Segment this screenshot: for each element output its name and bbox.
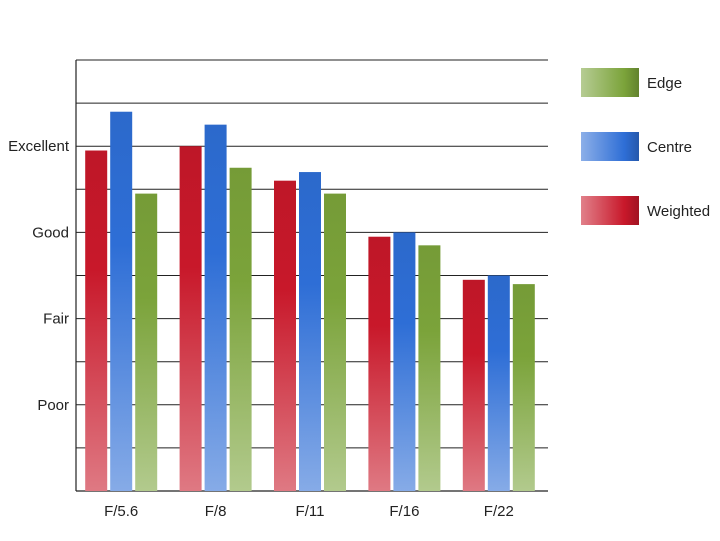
y-tick-labels: Poor Fair Good Excellent [8,138,70,414]
legend-swatch-edge [581,68,639,97]
bar-centre-f-22 [487,275,510,491]
x-tick-label-f-16: F/16 [389,503,419,520]
legend-swatch-weighted [581,196,639,225]
x-tick-label-f-8: F/8 [205,503,227,520]
bar-edge-f-5-6 [135,193,158,492]
legend-label-weighted: Weighted [647,203,710,220]
x-tick-label-f-11: F/11 [296,503,325,520]
bars [85,111,535,492]
x-tick-labels: F/5.6 F/8 F/11 F/16 F/22 [104,503,514,520]
y-tick-label-fair: Fair [43,311,69,328]
legend-swatch-centre [581,132,639,161]
y-tick-label-excellent: Excellent [8,138,70,155]
bar-weighted-f-5-6 [85,150,108,491]
y-tick-label-poor: Poor [37,397,69,414]
bar-weighted-f-8 [179,146,202,491]
x-tick-label-f-22: F/22 [484,503,514,520]
legend-label-edge: Edge [647,75,682,92]
legend-label-centre: Centre [647,139,692,156]
bar-edge-f-11 [324,193,346,492]
bar-weighted-f-22 [462,279,485,491]
bar-edge-f-16 [418,245,441,491]
bar-centre-f-8 [204,124,227,492]
bar-centre-f-16 [393,232,416,491]
bar-centre-f-11 [299,172,321,491]
bar-centre-f-5-6 [110,111,133,491]
bar-weighted-f-11 [274,180,296,491]
x-tick-label-f-5-6: F/5.6 [104,503,138,520]
bar-weighted-f-16 [368,236,391,491]
bar-edge-f-8 [229,167,252,491]
y-tick-label-good: Good [32,224,69,241]
bar-edge-f-22 [512,284,535,491]
legend: Edge Centre Weighted [581,68,710,225]
